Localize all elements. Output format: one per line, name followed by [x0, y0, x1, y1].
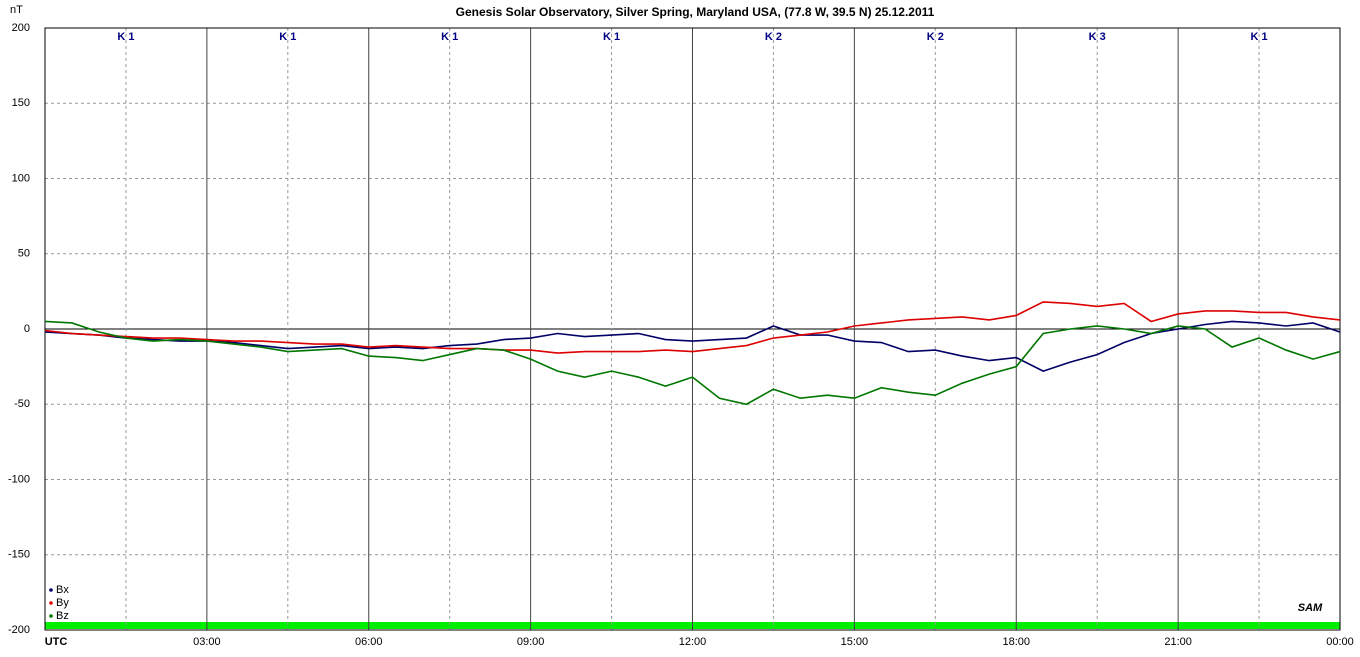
x-tick-label: 06:00 [355, 636, 383, 648]
y-tick-label: 150 [12, 97, 30, 109]
y-tick-label: 0 [24, 323, 30, 335]
x-tick-label: UTC [45, 636, 68, 648]
plot-frame [44, 27, 1341, 631]
legend-label: By [56, 597, 69, 609]
x-tick-label: 12:00 [679, 636, 707, 648]
chart-title: Genesis Solar Observatory, Silver Spring… [456, 5, 935, 19]
legend-marker [49, 588, 53, 592]
y-tick-label: -150 [8, 549, 30, 561]
series-line [44, 320, 1341, 373]
y-axis-label: nT [10, 4, 23, 16]
x-tick-label: 21:00 [1164, 636, 1192, 648]
k-index-label: K 3 [1089, 31, 1106, 43]
k-index-label: K 2 [927, 31, 944, 43]
series-line [44, 301, 1341, 354]
k-index-label: K 1 [603, 31, 620, 43]
k-index-label: K 1 [279, 31, 296, 43]
y-tick-label: -200 [8, 624, 30, 636]
k-index-label: K 1 [1251, 31, 1268, 43]
x-tick-label: 09:00 [517, 636, 545, 648]
k-index-label: K 1 [117, 31, 134, 43]
legend-label: Bx [56, 584, 69, 596]
legend-label: Bz [56, 610, 69, 622]
k-index-label: K 2 [765, 31, 782, 43]
x-tick-label: 15:00 [841, 636, 869, 648]
x-tick-label: 00:00 [1326, 636, 1354, 648]
legend-marker [49, 601, 53, 605]
logo: SAM [1298, 602, 1323, 614]
legend-marker [49, 614, 53, 618]
y-tick-label: 200 [12, 22, 30, 34]
k-index-label: K 1 [441, 31, 458, 43]
y-tick-label: 50 [18, 248, 30, 260]
x-tick-label: 03:00 [193, 636, 221, 648]
y-tick-label: -100 [8, 473, 30, 485]
series-line [44, 320, 1341, 406]
x-tick-label: 18:00 [1002, 636, 1030, 648]
y-tick-label: 100 [12, 172, 30, 184]
y-tick-label: -50 [14, 398, 30, 410]
